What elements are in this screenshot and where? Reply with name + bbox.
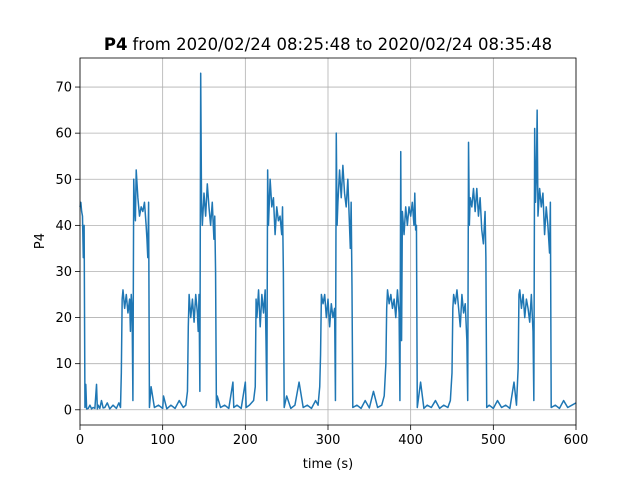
x-tick-label: 600: [564, 433, 589, 448]
data-line: [79, 72, 577, 410]
x-tick-label: 0: [76, 433, 84, 448]
y-tick-label: 60: [55, 127, 72, 142]
title-bold: P4: [104, 35, 128, 54]
y-tick-label: 70: [55, 81, 72, 96]
chart-title: P4 from 2020/02/24 08:25:48 to 2020/02/24…: [104, 35, 552, 54]
plot-frame: [79, 57, 577, 426]
x-tick-label: 100: [150, 433, 175, 448]
x-tick-label: 300: [316, 433, 341, 448]
y-tick-label: 40: [55, 219, 72, 234]
y-axis-label: P4: [33, 233, 48, 249]
y-tick-label: 10: [55, 357, 72, 372]
title-rest: from 2020/02/24 08:25:48 to 2020/02/24 0…: [132, 35, 552, 54]
x-tick-label: 200: [233, 433, 258, 448]
x-tick-label: 400: [398, 433, 423, 448]
y-tick-label: 50: [55, 173, 72, 188]
x-tick-label: 500: [481, 433, 506, 448]
x-axis-label: time (s): [303, 457, 353, 472]
y-tick-label: 20: [55, 311, 72, 326]
y-tick-label: 0: [64, 403, 72, 418]
y-tick-label: 30: [55, 265, 72, 280]
